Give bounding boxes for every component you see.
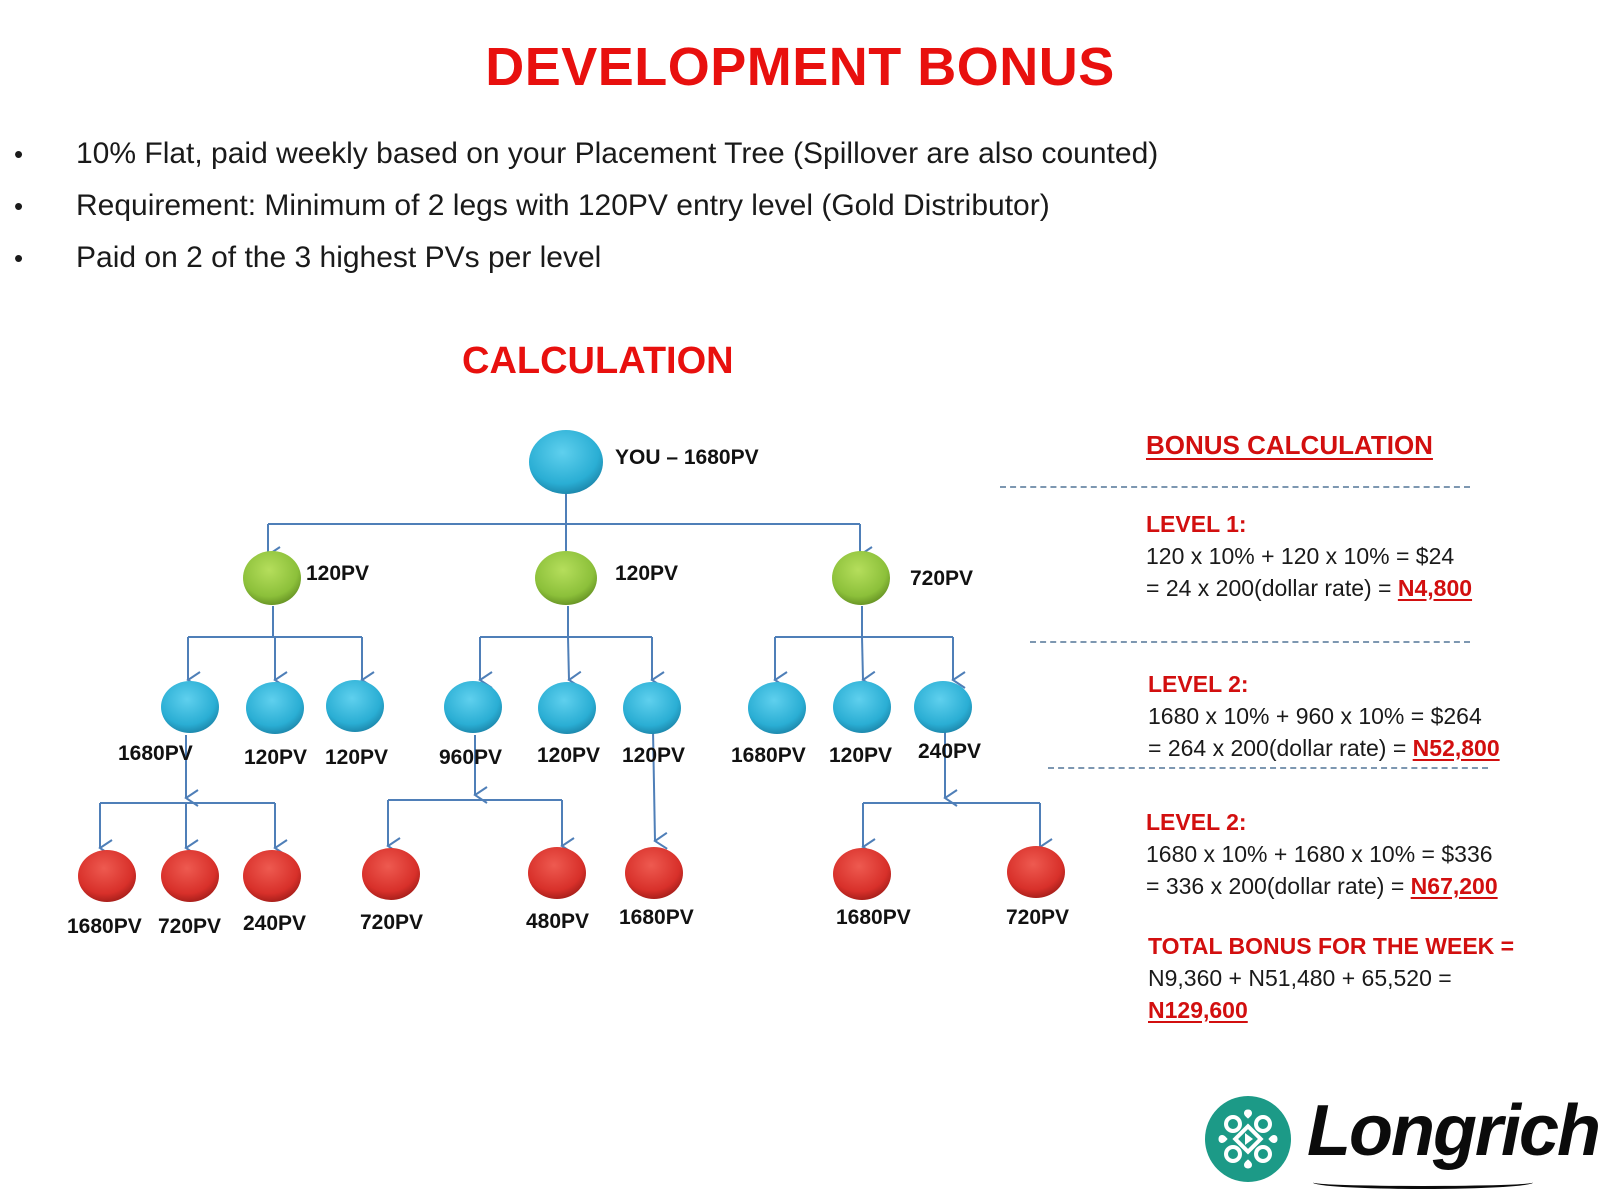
level2-node [748, 682, 806, 734]
level2-node [833, 681, 891, 733]
level2-node [914, 681, 972, 733]
level3-node-label: 240PV [243, 912, 307, 935]
level3-node-label: 480PV [526, 910, 590, 933]
level1-node-label: 120PV [615, 562, 679, 585]
level3-node [625, 847, 683, 899]
level3-node [78, 850, 136, 902]
level3-node [528, 847, 586, 899]
level3-node-label: 720PV [158, 915, 222, 938]
level3-node-label: 1680PV [836, 906, 911, 929]
level1-calculation: LEVEL 1: 120 x 10% + 120 x 10% = $24 = 2… [1146, 511, 1473, 601]
level2-node-label: 240PV [918, 740, 982, 763]
level1-node-label: 720PV [910, 567, 974, 590]
level3-node [1007, 846, 1065, 898]
divider [1048, 767, 1488, 769]
total-bonus: TOTAL BONUS FOR THE WEEK = N9,360 + N51,… [1148, 933, 1515, 1023]
level2-node [161, 681, 219, 733]
level2-calculation: LEVEL 2: 1680 x 10% + 960 x 10% = $264 =… [1148, 671, 1500, 761]
root-node-label: YOU – 1680PV [615, 446, 759, 469]
level3-calculation: LEVEL 2: 1680 x 10% + 1680 x 10% = $336 … [1146, 809, 1498, 899]
level3-node [243, 850, 301, 902]
level1-node [832, 551, 890, 605]
divider [1030, 641, 1470, 643]
total-amount: N129,600 [1148, 997, 1248, 1023]
calculation-title: CALCULATION [462, 340, 734, 382]
longrich-emblem-icon [1205, 1096, 1291, 1182]
bullet-icon: • [14, 243, 24, 273]
page-title: DEVELOPMENT BONUS [485, 37, 1115, 97]
level2-node-label: 120PV [622, 744, 686, 767]
level3-amount: N67,200 [1410, 873, 1498, 899]
level1-node [535, 551, 597, 605]
bullet-item: • 10% Flat, paid weekly based on your Pla… [14, 128, 1158, 180]
requirements-list: • 10% Flat, paid weekly based on your Pla… [14, 128, 1158, 284]
level1-node-label: 120PV [306, 562, 370, 585]
level1-amount: N4,800 [1397, 575, 1473, 601]
level2-node [326, 680, 384, 732]
level2-node-label: 960PV [439, 746, 503, 769]
logo-swoosh [1313, 1176, 1533, 1189]
connector-lines [98, 492, 1053, 857]
root-node [529, 430, 603, 494]
level3-node-label: 1680PV [619, 906, 694, 929]
level3-node [833, 848, 891, 900]
bullet-icon: • [14, 191, 24, 221]
bullet-item: • Requirement: Minimum of 2 legs with 120… [14, 180, 1158, 232]
level2-node-label: 1680PV [731, 744, 806, 767]
level2-node-label: 1680PV [118, 742, 193, 765]
level3-node-label: 720PV [360, 911, 424, 934]
bonus-calculation-heading: BONUS CALCULATION [1146, 430, 1433, 460]
level2-node-label: 120PV [829, 744, 893, 767]
level3-node-label: 720PV [1006, 906, 1070, 929]
level2-node-label: 120PV [325, 746, 389, 769]
level3-node [362, 848, 420, 900]
level2-node-label: 120PV [537, 744, 601, 767]
level2-node-label: 120PV [244, 746, 308, 769]
level2-node [246, 682, 304, 734]
level2-node [623, 682, 681, 734]
level2-node [444, 681, 502, 733]
level3-node-label: 1680PV [67, 915, 142, 938]
longrich-wordmark: Longrich [1307, 1091, 1600, 1171]
level2-amount: N52,800 [1412, 735, 1500, 761]
bullet-icon: • [14, 139, 24, 169]
divider [1000, 486, 1470, 488]
longrich-logo: Longrich [1205, 1091, 1600, 1189]
level2-node [538, 682, 596, 734]
level1-node [243, 551, 301, 605]
bullet-item: • Paid on 2 of the 3 highest PVs per leve… [14, 232, 1158, 284]
level3-node [161, 850, 219, 902]
